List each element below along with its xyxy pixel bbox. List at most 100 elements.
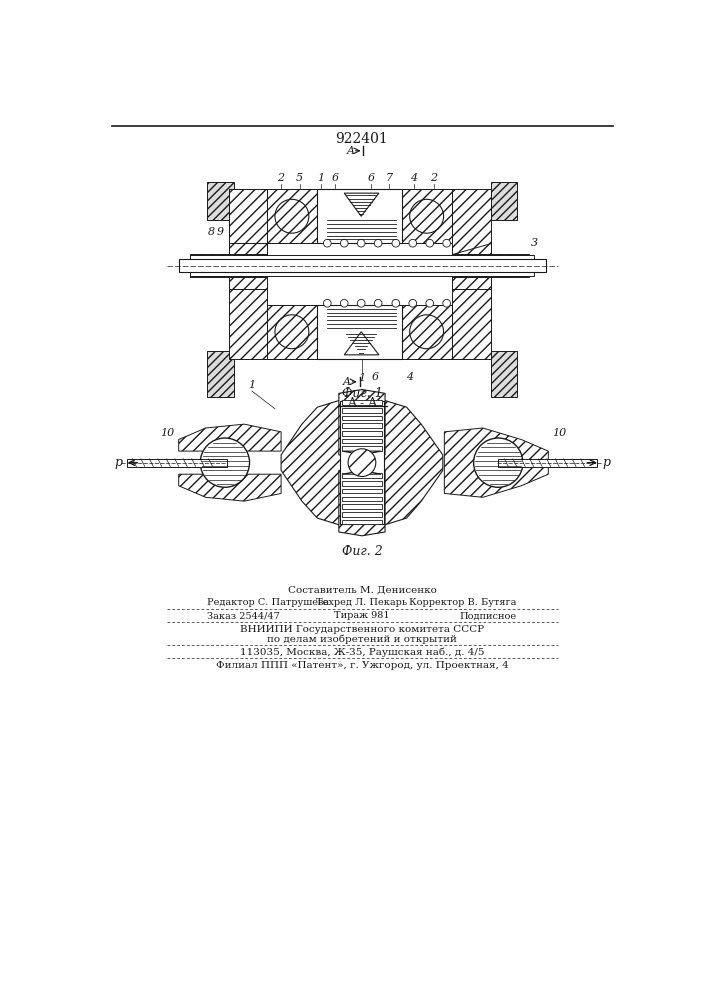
Text: A: A (343, 377, 351, 387)
Text: 10: 10 (160, 428, 175, 438)
Polygon shape (402, 189, 452, 243)
Circle shape (409, 315, 443, 349)
Circle shape (443, 299, 450, 307)
Text: по делам изобретений и открытий: по делам изобретений и открытий (267, 634, 457, 644)
Polygon shape (491, 182, 518, 220)
Bar (317, 305, 402, 359)
Polygon shape (179, 474, 281, 501)
Text: 1: 1 (317, 173, 325, 183)
Polygon shape (452, 243, 491, 254)
Bar (342, 446, 382, 451)
Polygon shape (452, 289, 491, 359)
Circle shape (357, 239, 365, 247)
Text: A: A (346, 146, 354, 156)
Circle shape (426, 239, 433, 247)
Text: 4: 4 (406, 372, 414, 382)
Text: Составитель М. Денисенко: Составитель М. Денисенко (288, 585, 436, 594)
Polygon shape (267, 305, 317, 359)
Circle shape (392, 239, 399, 247)
Circle shape (348, 449, 376, 477)
Polygon shape (452, 254, 484, 277)
Bar (190, 270, 534, 276)
Polygon shape (491, 351, 518, 397)
Text: 1: 1 (248, 379, 255, 389)
Polygon shape (190, 254, 229, 277)
Circle shape (409, 299, 416, 307)
Polygon shape (339, 389, 385, 455)
Polygon shape (207, 182, 234, 220)
Circle shape (409, 239, 416, 247)
Circle shape (200, 438, 250, 487)
Bar (342, 520, 382, 524)
Text: Техред Л. Пекарь: Техред Л. Пекарь (317, 598, 407, 607)
Text: ВНИИПИ Государственного комитета СССР: ВНИИПИ Государственного комитета СССР (240, 625, 484, 634)
Bar (342, 431, 382, 436)
Circle shape (324, 239, 331, 247)
Bar (342, 481, 382, 486)
Text: Подписное: Подписное (460, 611, 517, 620)
Text: 1: 1 (358, 373, 366, 383)
Bar (498, 459, 597, 466)
Bar (317, 189, 402, 243)
Circle shape (392, 299, 399, 307)
Polygon shape (491, 254, 529, 277)
Polygon shape (452, 189, 491, 259)
Text: Филиал ППП «Патент», г. Ужгород, ул. Проектная, 4: Филиал ППП «Патент», г. Ужгород, ул. Про… (216, 661, 508, 670)
Polygon shape (235, 254, 267, 277)
Circle shape (409, 199, 443, 233)
Text: p: p (602, 456, 610, 469)
Circle shape (340, 299, 348, 307)
Polygon shape (344, 332, 379, 355)
Bar (342, 489, 382, 493)
Polygon shape (229, 189, 267, 259)
Text: 3: 3 (530, 238, 538, 248)
Polygon shape (229, 243, 267, 254)
Circle shape (324, 299, 331, 307)
Circle shape (340, 239, 348, 247)
Polygon shape (343, 451, 381, 455)
Circle shape (426, 299, 433, 307)
Bar (342, 473, 382, 478)
Text: Корректор В. Бутяга: Корректор В. Бутяга (409, 598, 517, 607)
Text: 7: 7 (385, 173, 392, 183)
Text: A - A: A - A (347, 397, 377, 410)
Circle shape (275, 199, 309, 233)
Bar (342, 504, 382, 509)
Bar (342, 512, 382, 517)
Bar (342, 439, 382, 443)
Polygon shape (343, 470, 381, 474)
Text: 6: 6 (332, 173, 339, 183)
Polygon shape (229, 289, 267, 359)
Bar (342, 416, 382, 420)
Bar (342, 497, 382, 501)
Polygon shape (339, 470, 385, 536)
Bar (127, 459, 227, 466)
Circle shape (374, 299, 382, 307)
Bar (342, 400, 382, 405)
Text: 8: 8 (208, 227, 215, 237)
Text: Редактор С. Патрушева: Редактор С. Патрушева (207, 598, 329, 607)
Text: 2: 2 (278, 173, 285, 183)
Circle shape (474, 438, 523, 487)
Text: 2: 2 (430, 173, 437, 183)
Text: 922401: 922401 (336, 132, 388, 146)
Text: Фиг. 1: Фиг. 1 (341, 387, 382, 400)
Circle shape (374, 239, 382, 247)
Bar (179, 259, 546, 272)
Bar (342, 423, 382, 428)
Text: p: p (115, 456, 122, 469)
Bar (342, 408, 382, 413)
Text: 9: 9 (216, 227, 223, 237)
Polygon shape (281, 393, 443, 532)
Polygon shape (267, 189, 317, 243)
Text: Фиг. 2: Фиг. 2 (341, 545, 382, 558)
Text: Тираж 981: Тираж 981 (334, 611, 390, 620)
Polygon shape (207, 351, 234, 397)
Circle shape (357, 299, 365, 307)
Bar (190, 255, 534, 261)
Polygon shape (229, 277, 267, 289)
Polygon shape (444, 428, 549, 497)
Text: 6: 6 (368, 173, 375, 183)
Polygon shape (259, 305, 467, 359)
Text: 6: 6 (371, 372, 379, 382)
